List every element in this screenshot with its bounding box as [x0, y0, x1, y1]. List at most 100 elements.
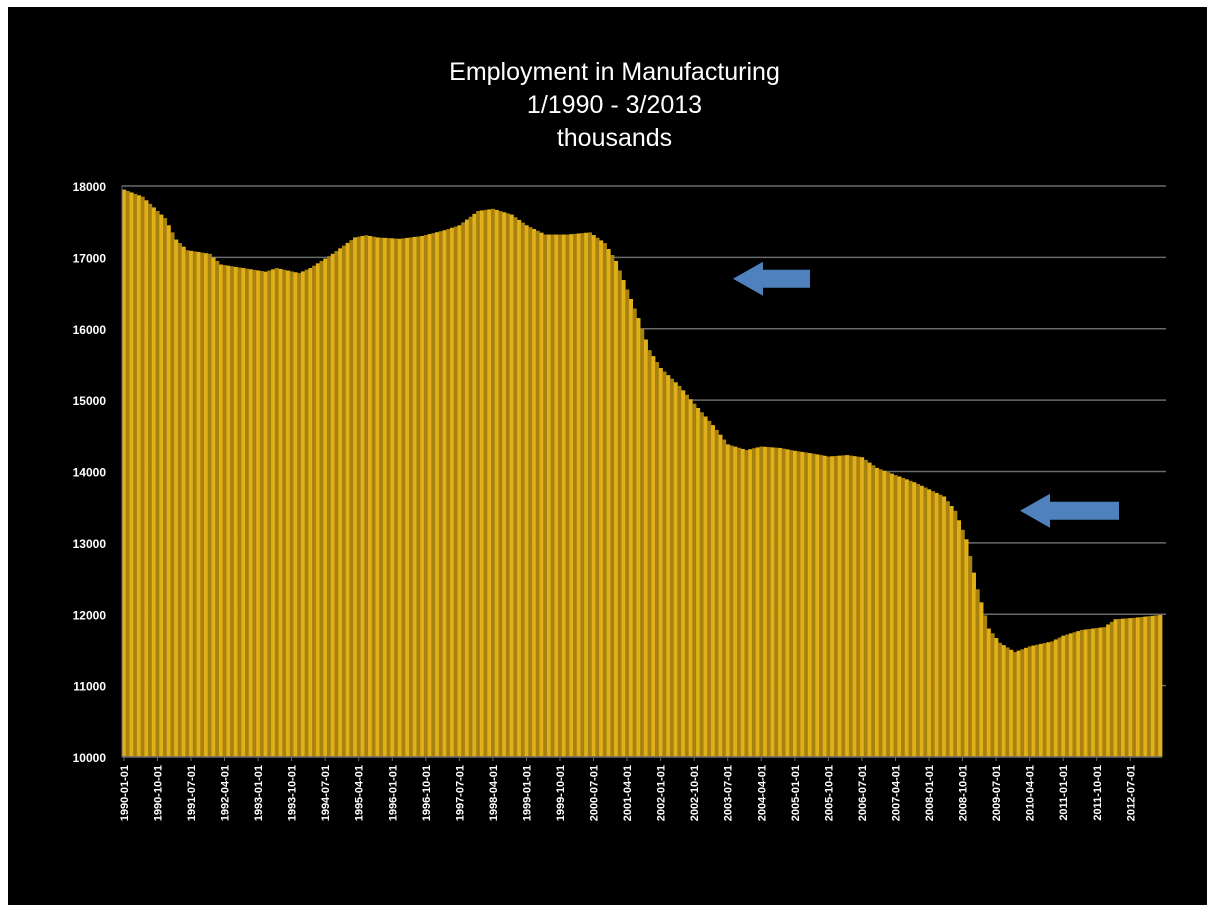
- bar: [983, 615, 988, 757]
- bar: [125, 191, 130, 757]
- bar: [658, 368, 663, 757]
- bar: [684, 394, 689, 757]
- bar: [368, 235, 373, 757]
- bar: [487, 209, 492, 757]
- bar: [1053, 639, 1058, 757]
- bar: [140, 196, 145, 757]
- bar: [610, 255, 615, 757]
- bar: [1005, 647, 1010, 757]
- x-axis: [121, 186, 1162, 758]
- x-tick-label: 2005-10-01: [823, 765, 835, 821]
- bar: [643, 339, 648, 757]
- bar: [599, 240, 604, 758]
- bar: [207, 253, 212, 757]
- bar: [1087, 629, 1092, 757]
- bar: [494, 209, 499, 758]
- bar: [192, 251, 197, 757]
- x-tick-label: 1994-07-01: [320, 765, 332, 821]
- bar: [953, 510, 958, 757]
- bar: [136, 195, 141, 757]
- bar: [908, 480, 913, 757]
- bar: [703, 416, 708, 757]
- bar: [293, 272, 298, 757]
- bar: [330, 253, 335, 757]
- bar: [446, 229, 451, 757]
- bar: [546, 234, 552, 757]
- bar: [148, 203, 153, 758]
- bar: [245, 268, 250, 757]
- bar: [356, 236, 361, 757]
- bar: [863, 459, 868, 757]
- bar: [215, 260, 220, 757]
- bar: [353, 237, 358, 757]
- x-tick-label: 2002-10-01: [689, 765, 701, 821]
- bar: [1035, 644, 1040, 757]
- x-tick-label: 1991-07-01: [186, 765, 198, 821]
- x-tick-label: 1996-01-01: [387, 765, 399, 821]
- bar: [185, 250, 190, 758]
- bar: [971, 572, 976, 757]
- bar: [860, 457, 865, 757]
- bar: [528, 227, 533, 758]
- bar: [308, 268, 313, 757]
- x-tick-label: 1997-07-01: [454, 765, 466, 821]
- bar: [230, 266, 235, 757]
- bar: [382, 237, 388, 757]
- bar: [1147, 616, 1152, 757]
- bar: [334, 251, 339, 757]
- bar: [457, 225, 462, 757]
- bar: [1068, 633, 1073, 757]
- bar: [602, 243, 607, 758]
- bar: [692, 403, 697, 757]
- bar: [912, 482, 917, 757]
- bar: [502, 212, 507, 757]
- bar: [252, 269, 257, 757]
- bar: [707, 420, 712, 757]
- bar: [893, 475, 898, 757]
- bar: [379, 237, 384, 757]
- bar: [1132, 617, 1137, 757]
- bar: [1143, 616, 1148, 757]
- x-tick-label: 1996-10-01: [421, 765, 433, 821]
- x-tick-label: 2011-10-01: [1092, 765, 1104, 821]
- x-tick-label: 1998-04-01: [488, 765, 500, 821]
- bar: [770, 447, 775, 757]
- bar: [524, 225, 529, 757]
- bar: [904, 479, 909, 757]
- bar: [1076, 631, 1081, 757]
- bar: [942, 496, 947, 757]
- bar: [923, 487, 928, 757]
- bar: [222, 265, 227, 757]
- bar: [1079, 629, 1085, 757]
- bar: [807, 453, 812, 757]
- bar: [1050, 641, 1055, 757]
- bar: [420, 235, 425, 757]
- bar: [956, 520, 962, 757]
- bar: [423, 235, 429, 757]
- bar: [304, 269, 309, 757]
- bar: [751, 448, 757, 757]
- bar: [781, 448, 786, 757]
- bar: [1117, 618, 1122, 757]
- bar: [177, 243, 182, 758]
- bar: [453, 226, 458, 757]
- bar: [282, 269, 287, 757]
- bar: [729, 445, 734, 757]
- bar-series: [122, 189, 1163, 758]
- bar: [606, 249, 611, 758]
- bar: [409, 237, 414, 757]
- bar: [591, 235, 596, 757]
- bar: [517, 219, 522, 757]
- bar: [371, 236, 376, 757]
- y-tick-label: 14000: [73, 466, 107, 480]
- bar: [766, 447, 771, 757]
- bar: [945, 501, 950, 757]
- bar: [196, 252, 201, 757]
- bar: [397, 238, 402, 757]
- bar: [1061, 635, 1066, 757]
- bar: [401, 238, 406, 758]
- bar: [1020, 649, 1025, 757]
- bar: [151, 207, 156, 757]
- y-tick-label: 16000: [73, 323, 107, 337]
- bar: [576, 233, 581, 757]
